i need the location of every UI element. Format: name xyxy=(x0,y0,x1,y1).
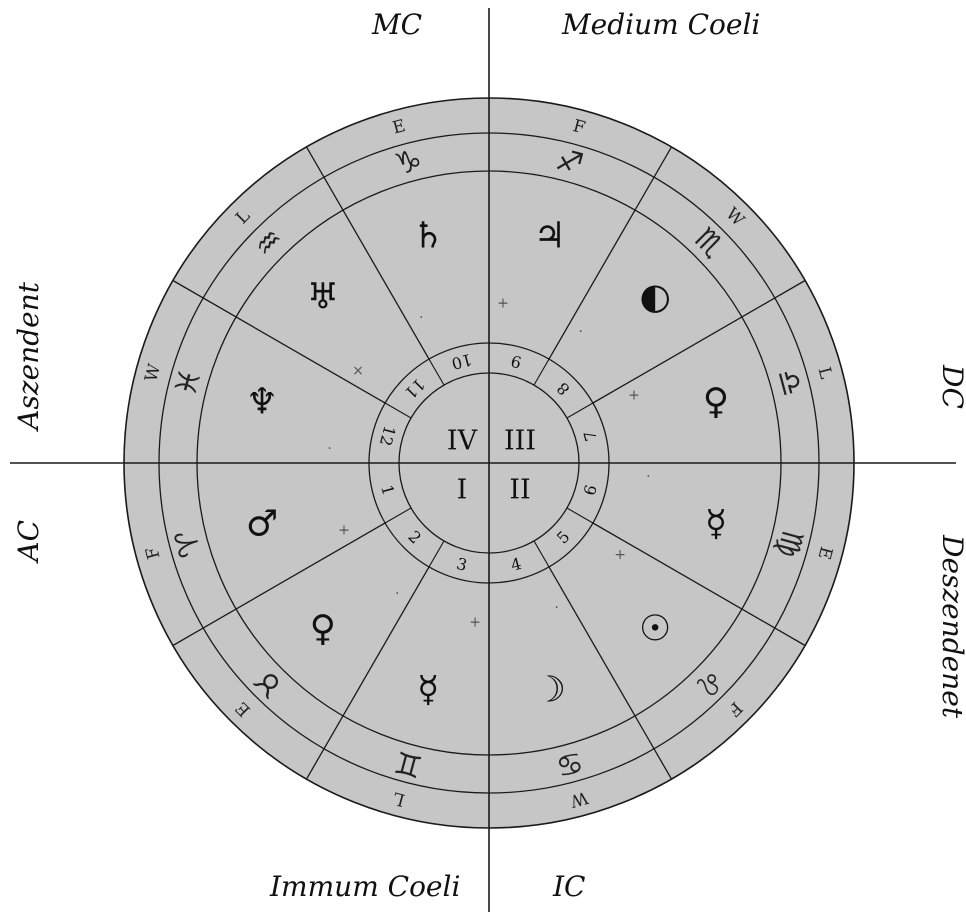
planet-icon: ♃ xyxy=(534,216,566,257)
aszendent-label: Aszendent xyxy=(12,282,45,430)
house-number: 3 xyxy=(454,554,469,575)
quadrant-numeral: I xyxy=(457,475,468,506)
aspect-mark: + xyxy=(614,547,626,563)
aspect-mark: · xyxy=(419,310,423,326)
mc-label: MC xyxy=(372,8,423,41)
segment-divider xyxy=(548,566,673,780)
planet-icon: ♀ xyxy=(310,609,336,650)
house-number: 4 xyxy=(509,554,524,575)
planet-icon: ♅ xyxy=(307,276,339,317)
planet-icon: ♄ xyxy=(412,216,444,257)
planet-icon: ♂ xyxy=(246,503,278,544)
aspect-mark: × xyxy=(352,363,364,379)
house-divider xyxy=(384,402,412,419)
aspect-mark: · xyxy=(327,441,331,457)
ac-label: AC xyxy=(12,520,45,562)
quadrant-numeral: II xyxy=(509,475,530,506)
ic-label: IC xyxy=(553,870,586,903)
house-divider xyxy=(533,358,550,386)
medium-coeli-label: Medium Coeli xyxy=(562,8,761,41)
planet-icon: ☽ xyxy=(534,669,566,710)
house-number: 9 xyxy=(509,351,524,372)
element-letter: L xyxy=(391,788,407,810)
aspect-mark: · xyxy=(395,586,399,602)
aspect-mark: · xyxy=(554,600,558,616)
element-letter: E xyxy=(813,544,836,561)
segment-divider xyxy=(172,522,386,647)
planet-icon: ♀ xyxy=(703,382,729,423)
house-number: 1 xyxy=(377,483,398,498)
element-letter: W xyxy=(567,787,590,811)
element-letter: E xyxy=(390,116,407,139)
aspect-mark: · xyxy=(646,469,650,485)
house-number: 12 xyxy=(376,424,400,449)
house-number: 6 xyxy=(580,483,601,498)
aspect-mark: + xyxy=(628,387,640,403)
house-divider xyxy=(566,402,594,419)
aspect-mark: + xyxy=(338,523,350,539)
segment-divider xyxy=(305,146,430,360)
segment-divider xyxy=(305,566,430,780)
planet-icon: ◐ xyxy=(639,276,670,317)
house-divider xyxy=(428,358,445,386)
segment-divider xyxy=(172,279,386,404)
element-letter: F xyxy=(571,116,588,138)
house-divider xyxy=(384,507,412,524)
quadrant-numeral: IV xyxy=(447,426,478,457)
house-number: 7 xyxy=(580,428,601,443)
planet-icon: ☿ xyxy=(705,503,727,544)
aspect-mark: · xyxy=(579,324,583,340)
element-letter: W xyxy=(141,362,165,385)
aspect-mark: + xyxy=(469,614,481,630)
planet-icon: ☿ xyxy=(417,669,439,710)
quadrant-numeral: III xyxy=(504,426,536,457)
element-letter: L xyxy=(814,365,836,381)
aspect-mark: + xyxy=(497,296,509,312)
deszendenet-label: Deszendenet xyxy=(936,535,966,719)
dc-label: DC xyxy=(936,365,966,409)
house-divider xyxy=(428,540,445,568)
house-divider xyxy=(566,507,594,524)
segment-divider xyxy=(592,522,806,647)
house-divider xyxy=(533,540,550,568)
segment-divider xyxy=(592,279,806,404)
immum-coeli-label: Immum Coeli xyxy=(270,870,461,903)
wheel-layer: E♑♄F♐♃ W♏◐L♎♀E♍☿F♌☉W♋☽L♊☿E♉♀F ♈ ♂W ♓ ♆L♒♅ +·+·… xyxy=(10,8,956,912)
planet-icon: ☉ xyxy=(639,609,671,650)
segment-divider xyxy=(548,146,673,360)
house-number: 10 xyxy=(450,350,475,374)
planet-icon: ♆ xyxy=(246,382,278,423)
element-letter: F xyxy=(142,544,164,561)
